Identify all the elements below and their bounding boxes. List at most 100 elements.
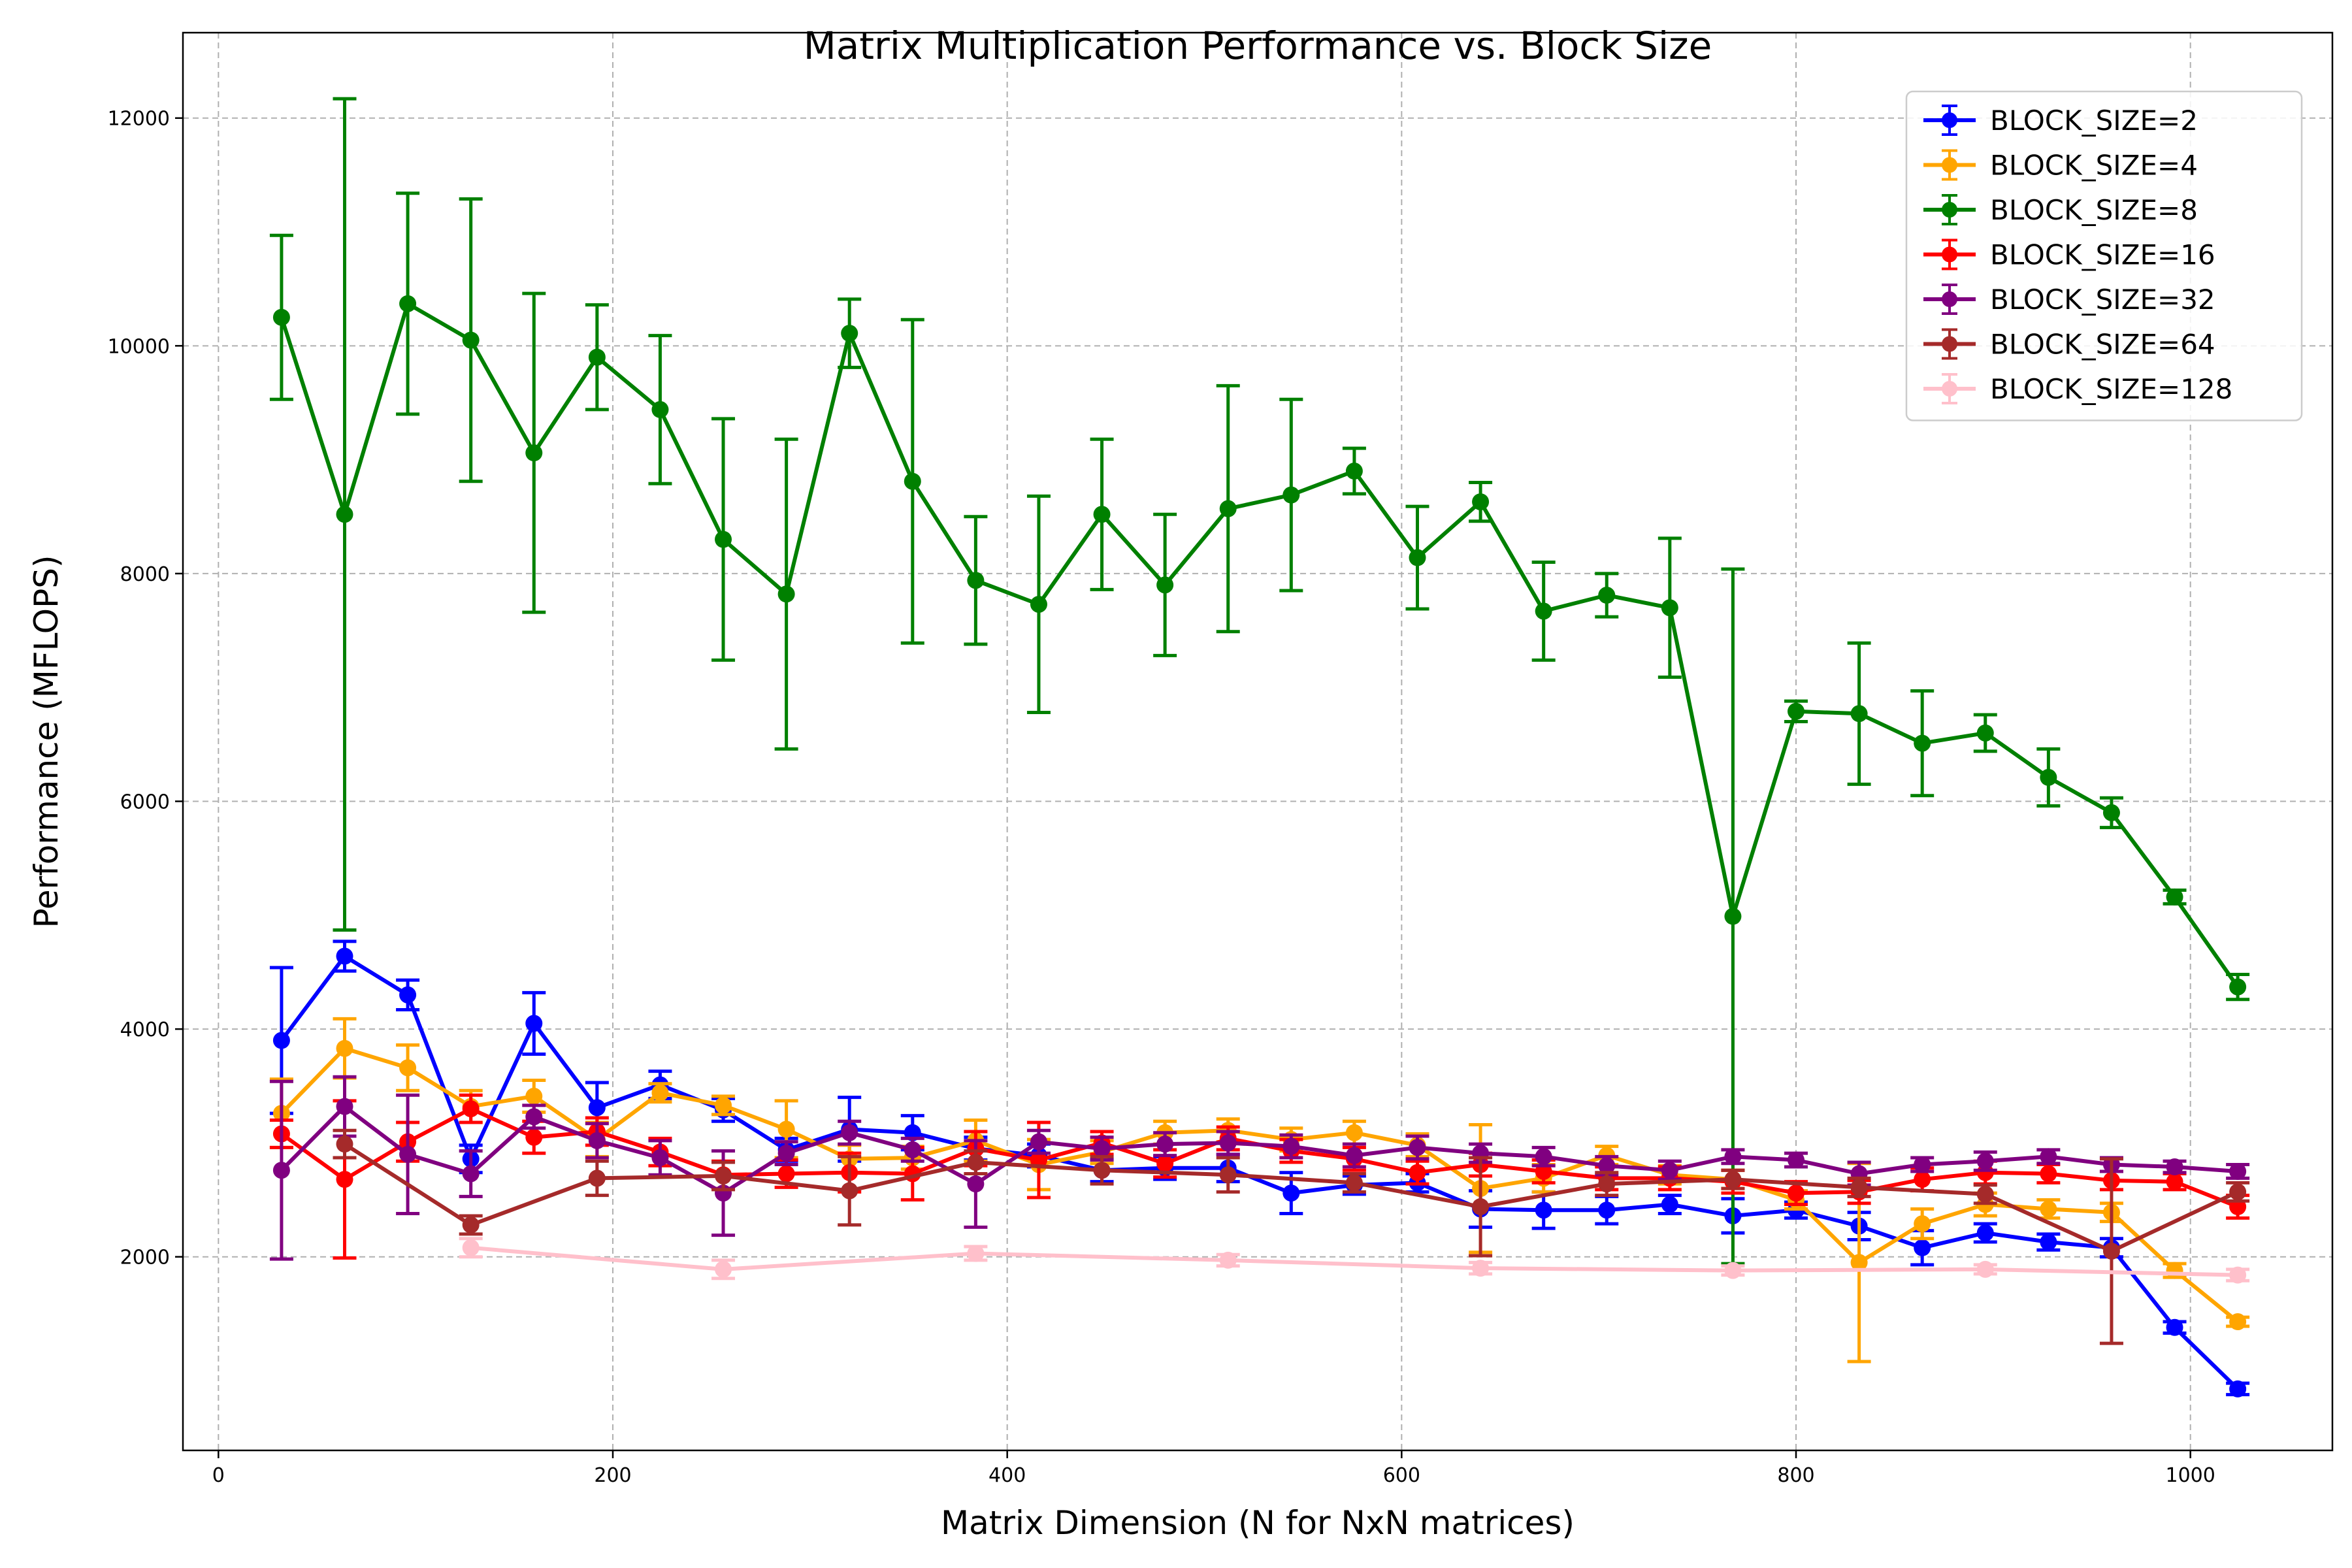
plot-series (269, 97, 2250, 1397)
data-point (2040, 1148, 2057, 1166)
data-point (1030, 1133, 1047, 1151)
data-point (715, 1260, 732, 1278)
data-point (1535, 602, 1552, 620)
data-point (1156, 1135, 1174, 1153)
data-point (967, 572, 985, 589)
data-point (1976, 1260, 1994, 1278)
legend-label: BLOCK_SIZE=128 (1990, 373, 2232, 405)
data-point (777, 1120, 795, 1138)
chart-title: Matrix Multiplication Performance vs. Bl… (804, 24, 1712, 68)
series-line (470, 1245, 2238, 1277)
data-point (1093, 1162, 1111, 1179)
data-point (2040, 1200, 2057, 1218)
data-point (967, 1175, 985, 1193)
data-point (336, 1039, 353, 1057)
series-5 (269, 1075, 2250, 1261)
data-point (841, 1124, 858, 1141)
data-point (1598, 1157, 1616, 1175)
legend-marker (1942, 291, 1957, 307)
legend: BLOCK_SIZE=2 BLOCK_SIZE=4 BLOCK_SIZE=8 BLOC… (1905, 90, 2303, 421)
legend-label: BLOCK_SIZE=4 (1990, 150, 2198, 182)
data-point (1976, 1185, 1994, 1203)
y-axis-label: Performance (MFLOPS) (27, 555, 65, 928)
data-point (1914, 1239, 1931, 1256)
data-point (1914, 1156, 1931, 1173)
data-point (1093, 506, 1111, 523)
data-point (967, 1245, 985, 1262)
series-line (280, 1046, 2239, 1324)
data-point (2040, 768, 2057, 786)
data-point (1535, 1201, 1552, 1219)
x-tick-label: 600 (1383, 1464, 1420, 1487)
data-point (2229, 1380, 2247, 1397)
data-point (1914, 1171, 1931, 1188)
data-point (651, 1149, 669, 1167)
data-point (336, 1135, 353, 1153)
data-point (525, 1128, 543, 1146)
data-point (1472, 493, 1490, 511)
legend-item: BLOCK_SIZE=64 (1923, 328, 2215, 361)
data-point (651, 1084, 669, 1102)
data-point (1409, 1139, 1426, 1156)
data-point (2102, 804, 2120, 821)
data-point (841, 1182, 858, 1200)
data-point (1724, 1262, 1742, 1279)
legend-marker (1942, 202, 1957, 218)
data-point (2040, 1233, 2057, 1251)
data-point (399, 295, 417, 312)
data-point (1409, 1164, 1426, 1181)
data-point (1661, 599, 1678, 617)
data-point (715, 531, 732, 548)
data-point (777, 1165, 795, 1183)
data-point (1661, 1162, 1678, 1179)
data-point (1409, 549, 1426, 566)
data-point (2229, 1313, 2247, 1331)
grid (183, 33, 2332, 1450)
data-point (1345, 1124, 1363, 1141)
data-point (2229, 1266, 2247, 1284)
data-point (1976, 1152, 1994, 1170)
y-tick-label: 8000 (120, 563, 170, 586)
legend-marker (1942, 112, 1957, 128)
data-point (462, 331, 480, 349)
data-point (525, 1087, 543, 1105)
y-tick-label: 2000 (120, 1247, 170, 1269)
data-point (1976, 724, 1994, 742)
data-point (2166, 1158, 2183, 1175)
data-point (1219, 1134, 1237, 1152)
data-point (651, 400, 669, 418)
legend-marker (1942, 246, 1957, 263)
data-point (967, 1154, 985, 1171)
data-point (525, 444, 543, 462)
data-point (1345, 1174, 1363, 1192)
data-point (904, 1141, 921, 1158)
data-point (777, 1145, 795, 1162)
data-point (1850, 705, 1868, 723)
data-point (588, 1132, 606, 1149)
data-point (2229, 1183, 2247, 1201)
data-point (715, 1096, 732, 1114)
data-point (1788, 702, 1805, 720)
data-point (1219, 1251, 1237, 1269)
data-point (336, 1171, 353, 1188)
series-line (280, 301, 2240, 988)
x-tick-label: 800 (1777, 1464, 1814, 1487)
data-point (1030, 595, 1047, 613)
data-point (1345, 463, 1363, 480)
legend-item: BLOCK_SIZE=8 (1923, 194, 2198, 226)
data-point (1535, 1148, 1552, 1166)
x-axis-label: Matrix Dimension (N for NxN matrices) (941, 1504, 1575, 1542)
legend-marker (1942, 381, 1957, 397)
data-point (1724, 1148, 1742, 1166)
data-point (399, 986, 417, 1004)
data-point (2229, 978, 2247, 996)
data-point (1472, 1260, 1490, 1277)
data-point (1282, 1184, 1300, 1202)
data-point (1282, 486, 1300, 504)
data-point (2166, 1262, 2183, 1279)
y-tick-label: 10000 (108, 335, 170, 358)
legend-label: BLOCK_SIZE=32 (1990, 284, 2215, 316)
data-point (1598, 587, 1616, 604)
legend-label: BLOCK_SIZE=8 (1990, 194, 2198, 226)
legend-label: BLOCK_SIZE=64 (1990, 329, 2215, 361)
